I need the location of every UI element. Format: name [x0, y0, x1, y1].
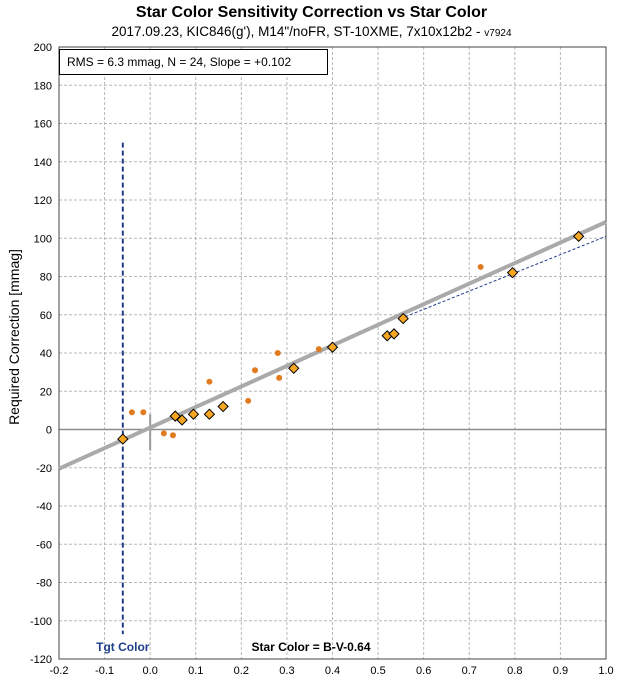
y-tick-label: -20	[36, 463, 52, 475]
dot-point	[128, 409, 135, 416]
diamond-point	[397, 312, 409, 325]
y-tick-label: 120	[34, 195, 52, 207]
y-tick-label: 200	[34, 42, 52, 54]
dot-point	[160, 430, 167, 437]
dot-point	[252, 367, 259, 374]
y-tick-label: 140	[34, 157, 52, 169]
x-tick-label: 0.7	[462, 665, 477, 677]
x-tick-label: 0.5	[370, 665, 385, 677]
dot-point	[276, 374, 283, 381]
x-tick-label: 0.3	[279, 665, 294, 677]
chart-title: Star Color Sensitivity Correction vs Sta…	[135, 4, 488, 21]
diamond-point	[326, 341, 339, 353]
x-tick-label: 0.1	[188, 665, 203, 677]
plot-border	[58, 46, 607, 660]
grid-lines	[59, 47, 606, 659]
chart-subtitle: 2017.09.23, KIC846(g'), M14"/noFR, ST-10…	[0, 24, 623, 39]
chart-labels: Tgt Color Star Color = B-V-0.64	[96, 640, 371, 654]
dot-point	[245, 397, 252, 404]
data-points	[117, 230, 585, 445]
y-tick-label: -60	[36, 539, 52, 551]
y-tick-label: 180	[34, 80, 52, 92]
y-tick-label: 80	[40, 272, 52, 284]
x-axis-label: Star Color = B-V-0.64	[251, 640, 370, 654]
x-tick-label: 0.9	[553, 665, 568, 677]
dot-point	[274, 350, 281, 356]
x-tick-label: -0.1	[95, 665, 114, 677]
x-tick-label: 0.0	[143, 665, 158, 677]
subtitle-text: 2017.09.23, KIC846(g'), M14"/noFR, ST-10…	[111, 24, 485, 39]
diamond-point	[572, 230, 585, 243]
dot-point	[169, 432, 176, 439]
dot-point	[315, 346, 322, 353]
x-tick-label: 0.6	[416, 665, 431, 677]
y-tick-label: -120	[30, 654, 52, 666]
fit-line-dashed	[405, 235, 607, 318]
stats-box: RMS = 6.3 mmag, N = 24, Slope = +0.102	[59, 49, 328, 75]
diamond-point	[187, 408, 200, 420]
x-tick-label: 0.2	[234, 665, 249, 677]
y-tick-label: -100	[30, 616, 52, 628]
x-tick-label: 0.8	[507, 665, 522, 677]
diamond-point	[117, 433, 129, 445]
diamond-point	[176, 414, 188, 426]
y-tick-label: 0	[46, 425, 52, 437]
y-tick-label: 60	[40, 310, 52, 322]
x-tick-label: -0.2	[50, 665, 69, 677]
diamond-point	[288, 362, 300, 375]
y-tick-label: 160	[34, 119, 52, 131]
dot-point	[477, 263, 484, 270]
y-tick-label: 100	[34, 233, 52, 245]
target-color-label: Tgt Color	[96, 640, 150, 654]
diamond-point	[388, 328, 400, 340]
y-axis-label: Required Correction [mmag]	[6, 249, 22, 425]
dot-point	[206, 378, 213, 385]
x-tick-label: 1.0	[598, 665, 613, 677]
x-tick-label: 0.4	[325, 665, 340, 677]
tick-labels: -0.2 -0.1 0.0 0.1 0.2 0.3 0.4 0.5 0.6 0.7 0.8 0.9 1.…	[30, 42, 614, 677]
diamond-point	[217, 400, 229, 413]
y-tick-label: 20	[40, 386, 52, 398]
y-tick-label: -80	[36, 578, 52, 590]
diamond-point	[203, 408, 216, 420]
subtitle-version: v7924	[484, 28, 512, 39]
diamond-point	[506, 266, 519, 279]
dot-point	[140, 409, 147, 416]
y-tick-label: 40	[40, 348, 52, 360]
y-tick-label: -40	[36, 501, 52, 513]
